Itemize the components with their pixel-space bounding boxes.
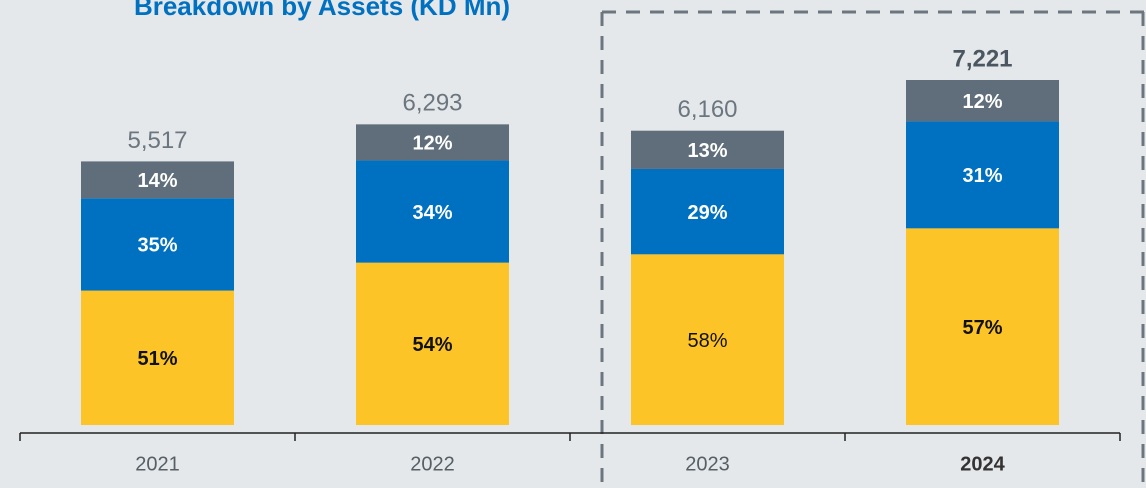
bar-segment [356, 124, 509, 161]
chart-title: Breakdown by Assets (KD Mn) [134, 0, 510, 21]
bar-segment [906, 80, 1059, 122]
bar-segment [631, 130, 784, 169]
total-label: 6,293 [402, 90, 462, 117]
bar-segment [631, 168, 784, 255]
total-label: 5,517 [127, 127, 187, 154]
segment-label: 12% [962, 91, 1002, 113]
bar-segment [356, 262, 509, 425]
dashed-frame [600, 10, 1146, 488]
x-tick-label: 2022 [410, 453, 455, 475]
segment-label: 51% [137, 348, 177, 370]
segment-label: 14% [137, 170, 177, 192]
bar-segment [631, 254, 784, 425]
segment-label: 35% [137, 235, 177, 257]
segment-label: 57% [962, 317, 1002, 339]
segment-label: 54% [412, 334, 452, 356]
bar-segment [81, 198, 234, 291]
bar-segment [356, 160, 509, 263]
bar-segment [81, 290, 234, 425]
total-label: 6,160 [677, 96, 737, 123]
segment-label: 34% [412, 202, 452, 224]
bar-segment [906, 228, 1059, 425]
segment-label: 29% [687, 202, 727, 224]
bar-segment [81, 161, 234, 199]
bar-segment [906, 121, 1059, 229]
total-label: 7,221 [952, 45, 1012, 72]
x-tick-label: 2024 [960, 453, 1005, 475]
x-tick-label: 2021 [135, 453, 180, 475]
segment-label: 12% [412, 133, 452, 155]
segment-label: 31% [962, 165, 1002, 187]
x-tick-label: 2023 [685, 453, 730, 475]
segment-label: 13% [687, 140, 727, 162]
segment-label: 58% [687, 330, 727, 352]
